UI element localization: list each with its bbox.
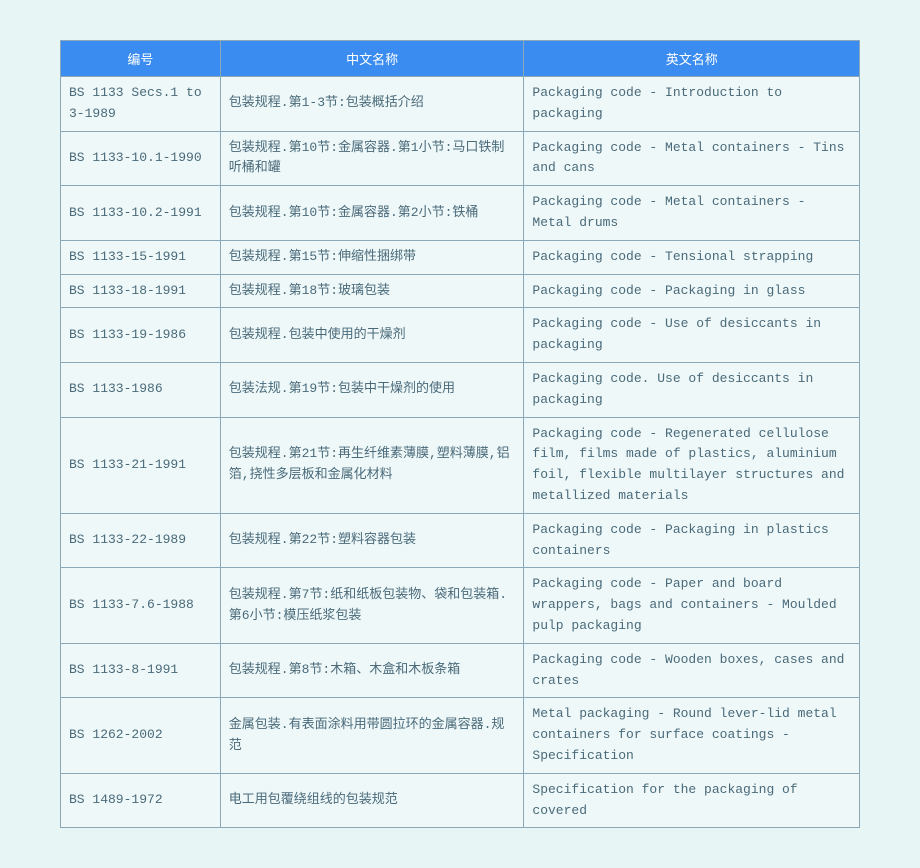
table-row: BS 1133-15-1991包装规程.第15节:伸缩性捆绑带Packaging… [61, 240, 860, 274]
cell-id: BS 1133-10.2-1991 [61, 186, 221, 241]
cell-en: Packaging code - Tensional strapping [524, 240, 860, 274]
cell-en: Packaging code - Paper and board wrapper… [524, 568, 860, 643]
cell-id: BS 1133-8-1991 [61, 643, 221, 698]
cell-cn: 包装规程.包装中使用的干燥剂 [220, 308, 524, 363]
cell-id: BS 1133-10.1-1990 [61, 131, 221, 186]
cell-cn: 包装规程.第8节:木箱、木盒和木板条箱 [220, 643, 524, 698]
table-row: BS 1133-1986包装法规.第19节:包装中干燥剂的使用Packaging… [61, 362, 860, 417]
cell-id: BS 1133-15-1991 [61, 240, 221, 274]
cell-cn: 金属包装.有表面涂料用带圆拉环的金属容器.规范 [220, 698, 524, 773]
cell-id: BS 1133-18-1991 [61, 274, 221, 308]
table-header: 编号 中文名称 英文名称 [61, 41, 860, 77]
cell-cn: 包装规程.第1-3节:包装概括介绍 [220, 77, 524, 132]
cell-cn: 包装规程.第21节:再生纤维素薄膜,塑料薄膜,铝箔,挠性多层板和金属化材料 [220, 417, 524, 513]
standards-table: 编号 中文名称 英文名称 BS 1133 Secs.1 to 3-1989包装规… [60, 40, 860, 828]
table-row: BS 1133-21-1991包装规程.第21节:再生纤维素薄膜,塑料薄膜,铝箔… [61, 417, 860, 513]
table-row: BS 1133-7.6-1988包装规程.第7节:纸和纸板包装物、袋和包装箱.第… [61, 568, 860, 643]
cell-en: Packaging code - Wooden boxes, cases and… [524, 643, 860, 698]
cell-en: Packaging code - Metal containers - Meta… [524, 186, 860, 241]
cell-cn: 电工用包覆绕组线的包装规范 [220, 773, 524, 828]
table-row: BS 1489-1972电工用包覆绕组线的包装规范Specification f… [61, 773, 860, 828]
cell-cn: 包装规程.第10节:金属容器.第1小节:马口铁制听桶和罐 [220, 131, 524, 186]
table-row: BS 1133-10.1-1990包装规程.第10节:金属容器.第1小节:马口铁… [61, 131, 860, 186]
cell-en: Packaging code. Use of desiccants in pac… [524, 362, 860, 417]
table-body: BS 1133 Secs.1 to 3-1989包装规程.第1-3节:包装概括介… [61, 77, 860, 828]
cell-cn: 包装规程.第22节:塑料容器包装 [220, 513, 524, 568]
cell-id: BS 1133 Secs.1 to 3-1989 [61, 77, 221, 132]
cell-en: Packaging code - Use of desiccants in pa… [524, 308, 860, 363]
table-row: BS 1133-19-1986包装规程.包装中使用的干燥剂Packaging c… [61, 308, 860, 363]
cell-en: Packaging code - Packaging in glass [524, 274, 860, 308]
cell-id: BS 1133-21-1991 [61, 417, 221, 513]
cell-en: Packaging code - Regenerated cellulose f… [524, 417, 860, 513]
cell-cn: 包装法规.第19节:包装中干燥剂的使用 [220, 362, 524, 417]
table-row: BS 1133-8-1991包装规程.第8节:木箱、木盒和木板条箱Packagi… [61, 643, 860, 698]
table-row: BS 1262-2002金属包装.有表面涂料用带圆拉环的金属容器.规范Metal… [61, 698, 860, 773]
cell-cn: 包装规程.第15节:伸缩性捆绑带 [220, 240, 524, 274]
header-cn: 中文名称 [220, 41, 524, 77]
cell-cn: 包装规程.第10节:金属容器.第2小节:铁桶 [220, 186, 524, 241]
table-row: BS 1133-22-1989包装规程.第22节:塑料容器包装Packaging… [61, 513, 860, 568]
cell-en: Specification for the packaging of cover… [524, 773, 860, 828]
cell-id: BS 1133-7.6-1988 [61, 568, 221, 643]
cell-en: Packaging code - Packaging in plastics c… [524, 513, 860, 568]
table-row: BS 1133-18-1991包装规程.第18节:玻璃包装Packaging c… [61, 274, 860, 308]
cell-id: BS 1133-22-1989 [61, 513, 221, 568]
cell-cn: 包装规程.第18节:玻璃包装 [220, 274, 524, 308]
header-en: 英文名称 [524, 41, 860, 77]
table-row: BS 1133 Secs.1 to 3-1989包装规程.第1-3节:包装概括介… [61, 77, 860, 132]
table-row: BS 1133-10.2-1991包装规程.第10节:金属容器.第2小节:铁桶P… [61, 186, 860, 241]
header-id: 编号 [61, 41, 221, 77]
cell-en: Packaging code - Introduction to packagi… [524, 77, 860, 132]
cell-cn: 包装规程.第7节:纸和纸板包装物、袋和包装箱.第6小节:模压纸浆包装 [220, 568, 524, 643]
cell-en: Metal packaging - Round lever-lid metal … [524, 698, 860, 773]
cell-id: BS 1489-1972 [61, 773, 221, 828]
cell-en: Packaging code - Metal containers - Tins… [524, 131, 860, 186]
cell-id: BS 1133-1986 [61, 362, 221, 417]
cell-id: BS 1133-19-1986 [61, 308, 221, 363]
cell-id: BS 1262-2002 [61, 698, 221, 773]
